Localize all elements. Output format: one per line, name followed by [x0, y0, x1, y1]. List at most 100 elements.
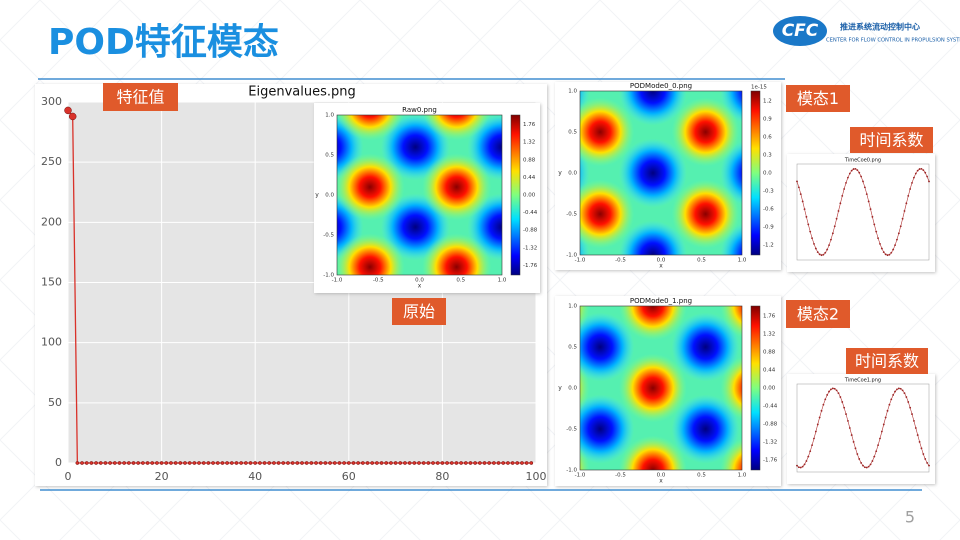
- point: [459, 461, 463, 465]
- y-tick-label: -0.5: [566, 427, 577, 433]
- point: [379, 461, 384, 465]
- blob-high: [580, 306, 590, 331]
- logo-badge: [773, 16, 827, 46]
- point: [150, 461, 155, 465]
- x-tick-label: 1.0: [498, 278, 507, 284]
- y-tick-label: 200: [41, 215, 62, 228]
- point: [463, 461, 468, 465]
- blob-high: [580, 363, 590, 413]
- point: [215, 461, 220, 465]
- point: [211, 461, 215, 465]
- colorbar-label: 1.76: [763, 313, 776, 319]
- point: [169, 461, 173, 465]
- point: [117, 461, 122, 465]
- point: [281, 461, 286, 465]
- point: [440, 461, 445, 465]
- y-tick-label: 250: [41, 155, 62, 168]
- point: [412, 461, 417, 465]
- point: [524, 461, 529, 465]
- blob-high: [671, 179, 740, 249]
- x-tick-label: 40: [248, 470, 262, 483]
- x-tick-label: -0.5: [615, 473, 626, 479]
- point: [337, 461, 342, 465]
- colorbar-label: 1.76: [523, 122, 536, 128]
- point: [407, 461, 412, 465]
- point: [286, 461, 290, 465]
- figure: Raw0.png -1.0-1.0 -0.5 -0.5 0.0 0.0 0.5 0.5 1.0 1…: [314, 103, 540, 293]
- blob-high: [671, 97, 740, 167]
- point: [122, 461, 127, 465]
- point: [309, 461, 314, 465]
- blob-low: [618, 138, 687, 208]
- point: [126, 461, 131, 465]
- tag-label: 特征值: [116, 88, 164, 107]
- colorbar-label: 0.3: [763, 152, 772, 158]
- blob-low: [671, 312, 740, 382]
- point: [145, 461, 150, 465]
- point: [234, 461, 239, 465]
- tag-box: [846, 348, 928, 374]
- point: [243, 461, 248, 465]
- tag-label: 原始: [403, 302, 435, 321]
- blob-high: [720, 355, 742, 421]
- x-tick-label: 60: [342, 470, 356, 483]
- point: [103, 461, 108, 465]
- x-tick-label: 0.5: [697, 473, 706, 479]
- point: [98, 461, 103, 465]
- point: [417, 461, 421, 465]
- point: [318, 461, 323, 465]
- tag-label: 时间系数: [855, 352, 919, 371]
- y-tick-label: 0: [55, 456, 62, 469]
- point: [346, 461, 351, 465]
- point: [389, 461, 393, 465]
- x-tick-label: 1.0: [738, 258, 747, 264]
- colorbar-label: 0.88: [523, 157, 536, 163]
- blob-high: [421, 233, 492, 275]
- point: [239, 461, 244, 465]
- point: [426, 461, 431, 465]
- point: [206, 461, 211, 465]
- blob-high: [618, 306, 687, 341]
- point: [506, 461, 510, 465]
- y-axis-label: y: [558, 170, 562, 177]
- blob-high: [580, 445, 590, 470]
- point: [220, 461, 225, 465]
- tag-label: 模态2: [797, 305, 839, 324]
- y-tick-label: 0.0: [325, 193, 334, 199]
- x-tick-label: 80: [435, 470, 449, 483]
- point: [64, 106, 72, 115]
- field: [580, 91, 742, 255]
- blob-high: [618, 435, 687, 470]
- point: [112, 461, 117, 465]
- point: [201, 461, 206, 465]
- point: [342, 461, 346, 465]
- point: [131, 461, 136, 465]
- blob-high: [337, 153, 405, 221]
- point: [225, 461, 229, 465]
- point: [351, 461, 356, 465]
- org-en: CENTER FOR FLOW CONTROL IN PROPULSION SY…: [826, 38, 960, 44]
- colorbar-label: 0.6: [763, 134, 772, 140]
- point: [365, 461, 370, 465]
- point: [68, 112, 77, 121]
- point: [384, 461, 389, 465]
- x-tick-label: -1.0: [332, 278, 343, 284]
- figure-title: TimeCoe0.png: [844, 158, 881, 164]
- x-tick-label: -1.0: [575, 258, 586, 264]
- blob-low: [720, 91, 742, 124]
- point: [89, 461, 94, 465]
- point: [393, 461, 398, 465]
- point: [187, 461, 192, 465]
- x-tick-label: 100: [526, 470, 547, 483]
- x-tick-label: 1.0: [738, 473, 747, 479]
- point: [80, 461, 84, 465]
- x-tick-label: 0.0: [657, 258, 666, 264]
- blob-high: [580, 97, 635, 167]
- y-tick-label: 1.0: [568, 304, 577, 310]
- point: [398, 461, 403, 465]
- y-tick-label: 0.0: [568, 386, 577, 392]
- colorbar-label: -0.88: [523, 228, 538, 234]
- point: [108, 461, 112, 465]
- figure-title: Raw0.png: [402, 106, 437, 114]
